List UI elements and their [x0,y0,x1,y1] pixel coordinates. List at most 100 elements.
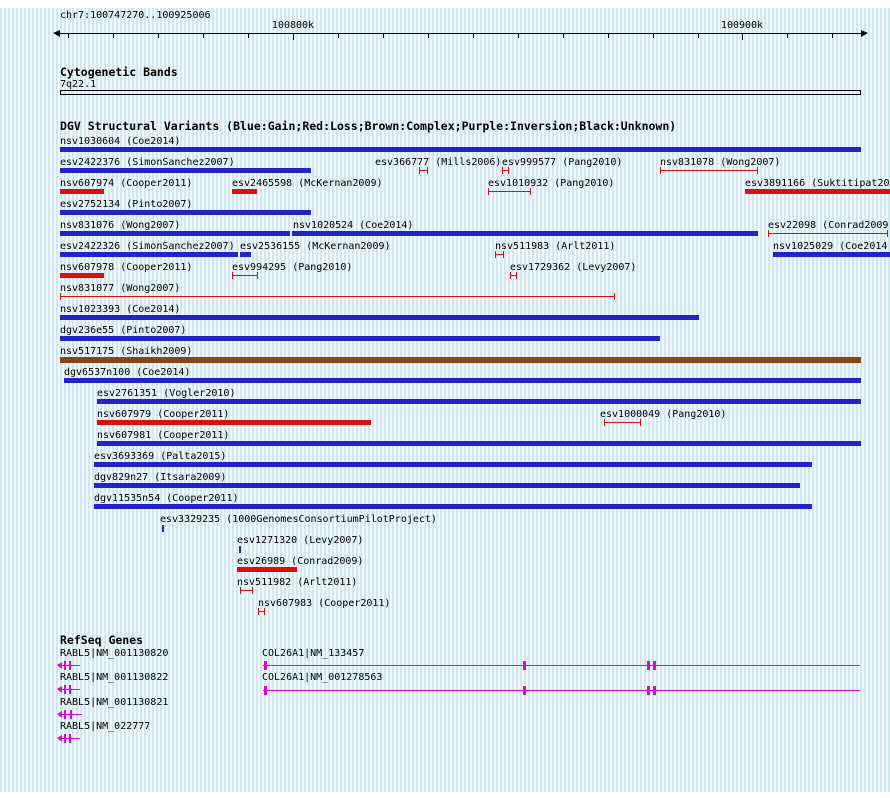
gene-label[interactable]: RABL5|NM_001130822 [60,672,169,683]
variant-label[interactable]: nsv517175 (Shaikh2009) [60,346,193,357]
variant-tick[interactable] [239,546,241,553]
variant-bar[interactable] [94,483,800,488]
variant-label[interactable]: nsv607983 (Cooper2011) [258,598,391,609]
axis-minor-tick [563,34,564,38]
variant-label[interactable]: esv1729362 (Levy2007) [510,262,637,273]
variant-label[interactable]: dgv829n27 (Itsara2009) [94,472,227,483]
variant-label[interactable]: nsv1030604 (Coe2014) [60,136,181,147]
variant-label[interactable]: esv22098 (Conrad2009 [768,220,889,231]
variant-label[interactable]: esv2752134 (Pinto2007) [60,199,193,210]
variant-label[interactable]: esv2465598 (McKernan2009) [232,178,383,189]
variant-label[interactable]: nsv1023393 (Coe2014) [60,304,181,315]
variant-span[interactable] [488,188,531,195]
variant-bar[interactable] [94,462,812,467]
variant-label[interactable]: esv2536155 (McKernan2009) [240,241,391,252]
variant-bar[interactable] [240,252,251,257]
variant-label[interactable]: esv1010932 (Pang2010) [488,178,615,189]
variant-bar[interactable] [60,273,104,278]
variant-label[interactable]: esv3693369 (Palta2015) [94,451,227,462]
variant-label[interactable]: nsv1025029 (Coe2014 [773,241,888,252]
span-line [232,275,258,276]
gene-glyph[interactable] [57,710,82,720]
variant-bar[interactable] [60,210,311,215]
variant-bar[interactable] [60,336,660,341]
variant-label[interactable]: nsv607974 (Cooper2011) [60,178,193,189]
variant-label[interactable]: esv999577 (Pang2010) [502,157,623,168]
gene-glyph[interactable] [263,686,860,696]
variant-bar[interactable] [292,231,758,236]
variant-tick[interactable] [162,525,164,532]
variant-label[interactable]: nsv511982 (Arlt2011) [237,577,358,588]
gene-glyph[interactable] [57,685,80,695]
variant-label[interactable]: nsv831076 (Wong2007) [60,220,181,231]
variant-bar[interactable] [97,441,861,446]
variant-label[interactable]: esv366777 (Mills2006) [375,157,502,168]
gene-label[interactable]: RABL5|NM_001130820 [60,648,169,659]
variant-label[interactable]: nsv1020524 (Coe2014) [293,220,414,231]
variant-bar[interactable] [97,399,861,404]
variant-bar[interactable] [60,189,104,194]
variant-bar[interactable] [237,567,297,572]
variant-label[interactable]: nsv831077 (Wong2007) [60,283,181,294]
variant-span[interactable] [604,419,641,426]
gene-exon [264,661,267,670]
variant-bar[interactable] [64,378,861,383]
variant-bar[interactable] [60,168,311,173]
variant-bar[interactable] [97,420,371,425]
variant-bar[interactable] [745,189,890,194]
variant-label[interactable]: esv2422326 (SimonSanchez2007) [60,241,235,252]
gene-intron-line [263,665,860,666]
variant-span[interactable] [502,167,509,174]
variant-label[interactable]: esv3329235 (1000GenomesConsortiumPilotPr… [160,514,437,525]
gene-glyph[interactable] [263,661,860,671]
variant-label[interactable]: esv3891166 (Suktitipat20 [745,178,890,189]
variant-label[interactable]: nsv831078 (Wong2007) [660,157,781,168]
variant-label[interactable]: dgv6537n100 (Coe2014) [64,367,191,378]
variant-label[interactable]: nsv511983 (Arlt2011) [495,241,616,252]
gene-glyph[interactable] [57,661,80,671]
variant-span[interactable] [240,587,253,594]
variant-label[interactable]: nsv607981 (Cooper2011) [97,430,230,441]
variant-label[interactable]: esv1000049 (Pang2010) [600,409,727,420]
variant-bar[interactable] [60,147,861,152]
variant-label[interactable]: esv1271320 (Levy2007) [237,535,364,546]
gene-label[interactable]: RABL5|NM_001130821 [60,697,169,708]
dgv-track-title: DGV Structural Variants (Blue:Gain;Red:L… [60,119,677,133]
variant-span[interactable] [510,272,517,279]
variant-label[interactable]: dgv236e55 (Pinto2007) [60,325,187,336]
axis-arrow-left-icon [53,30,60,37]
axis-minor-tick [383,34,384,38]
cytoband-box[interactable] [60,90,861,95]
variant-span[interactable] [60,293,615,300]
variant-span[interactable] [660,167,758,174]
span-line [488,191,531,192]
gene-label[interactable]: COL26A1|NM_001278563 [262,672,383,683]
variant-span[interactable] [419,167,428,174]
variant-label[interactable]: esv994295 (Pang2010) [232,262,353,273]
variant-bar[interactable] [232,189,257,194]
variant-label[interactable]: dgv11535n54 (Cooper2011) [94,493,239,504]
variant-bar[interactable] [60,252,238,257]
gene-label[interactable]: COL26A1|NM_133457 [262,648,365,659]
variant-bar[interactable] [60,357,861,363]
gene-glyph[interactable] [57,734,80,744]
axis-arrow-right-icon [861,30,868,37]
variant-bar[interactable] [773,252,890,257]
variant-span[interactable] [768,230,888,237]
variant-label[interactable]: esv2761351 (Vogler2010) [97,388,236,399]
span-line [258,611,265,612]
variant-label[interactable]: esv26989 (Conrad2009) [237,556,364,567]
variant-label[interactable]: nsv607979 (Cooper2011) [97,409,230,420]
variant-bar[interactable] [94,504,812,509]
gene-exon [70,710,72,719]
variant-label[interactable]: esv2422376 (SimonSanchez2007) [60,157,235,168]
variant-label[interactable]: nsv607978 (Cooper2011) [60,262,193,273]
variant-span[interactable] [495,251,504,258]
gene-label[interactable]: RABL5|NM_022777 [60,721,151,732]
variant-bar[interactable] [60,231,290,236]
axis-minor-tick [518,34,519,38]
gene-exon [69,661,71,670]
variant-bar[interactable] [60,315,699,320]
variant-span[interactable] [232,272,258,279]
variant-span[interactable] [258,608,265,615]
